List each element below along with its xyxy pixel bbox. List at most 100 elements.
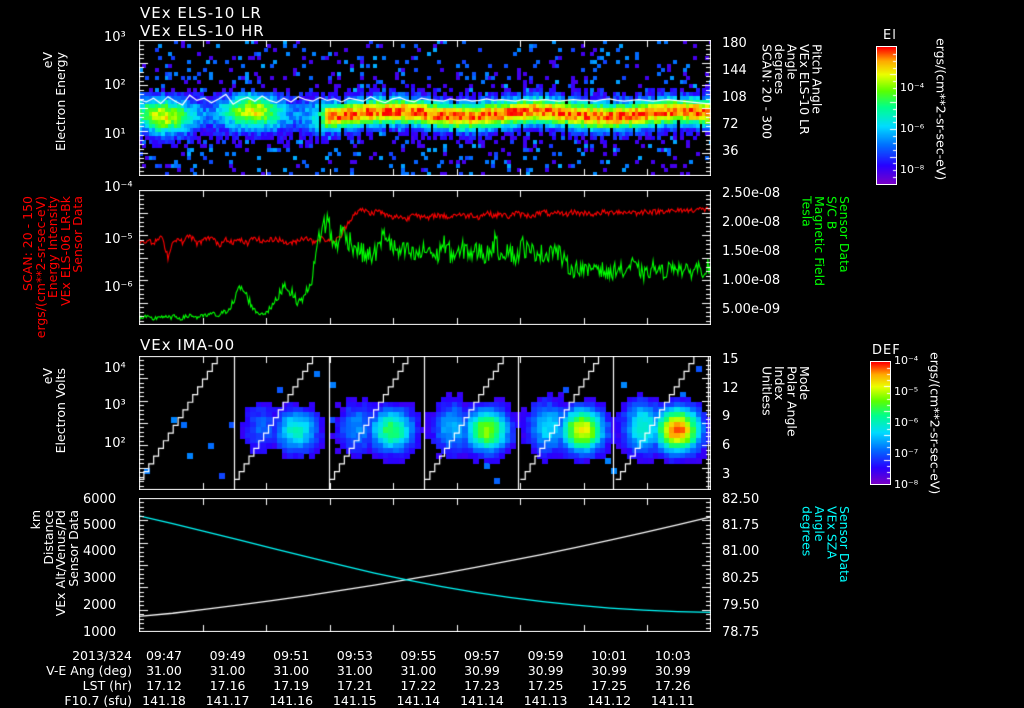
el-colorbar-tick-0: 10⁻⁴ bbox=[900, 81, 925, 94]
panel2-rtick-2: 1.50e-08 bbox=[722, 244, 781, 259]
panel2-right-axis-label-line3: Tesla bbox=[799, 196, 815, 227]
panel4-rtick-5: 78.75 bbox=[722, 625, 760, 640]
panel1-title-line1: VEx ELS-10 LR bbox=[140, 4, 262, 22]
panel1-rtick-3: 72 bbox=[722, 117, 739, 132]
bottom-table-row-label-3: F10.7 (sfu) bbox=[64, 693, 132, 708]
panel3-right-axis-label-line3: Unitless bbox=[759, 366, 775, 416]
panel4-right-axis-label: degrees Angle VEx SZA Sensor Data bbox=[800, 506, 853, 626]
panel2-left-axis-label-line1: VEx ELS-06 LR-Bk bbox=[57, 196, 73, 307]
bottom-table-cell-0-0: 09:47 bbox=[145, 648, 183, 663]
panel2-right-axis-label-line0: Sensor Data bbox=[837, 196, 852, 273]
panel1-rtick-0: 180 bbox=[722, 36, 747, 51]
bottom-table-cell-3-4: 141.14 bbox=[396, 693, 441, 708]
bottom-table-cell-2-4: 17.22 bbox=[400, 678, 437, 693]
bottom-table-cell-2-3: 17.21 bbox=[336, 678, 373, 693]
panel4-right-axis-label-line2: Angle bbox=[812, 506, 827, 542]
panel1-right-axis-label-line4: SCAN: 20 - 300 bbox=[759, 44, 775, 139]
bottom-table-cell-1-5: 30.99 bbox=[464, 663, 500, 678]
bottom-table-cell-0-3: 09:53 bbox=[336, 648, 373, 663]
panel3-ytick-0: 10⁴ bbox=[104, 361, 126, 376]
def-colorbar-tick-4: 10⁻⁸ bbox=[894, 478, 919, 491]
panel2-ytick-2: 10⁻⁶ bbox=[104, 280, 133, 295]
panel3-right-axis-label: Unitless Index Polar Angle Mode bbox=[759, 366, 813, 486]
panel4-ytick-4: 2000 bbox=[83, 598, 117, 613]
bottom-table-cell-3-3: 141.15 bbox=[332, 693, 377, 708]
bottom-table-cell-0-7: 10:01 bbox=[591, 648, 628, 663]
def-colorbar-title: DEF bbox=[872, 343, 901, 358]
bottom-table-cell-1-2: 31.00 bbox=[273, 663, 310, 678]
def-colorbar-tick-2: 10⁻⁶ bbox=[894, 416, 919, 429]
panel4-right-axis-label-line0: Sensor Data bbox=[837, 506, 852, 583]
panel3-rtick-4: 3 bbox=[722, 467, 731, 482]
panel4-rtick-0: 82.50 bbox=[722, 492, 760, 507]
panel3-ytick-1: 10³ bbox=[104, 398, 126, 413]
panel2-left-axis-label-line2: Energy Intensity bbox=[45, 196, 60, 299]
panel4-right-axis-label-line1: VEx SZA bbox=[824, 506, 840, 559]
bottom-table-cell-2-5: 17.23 bbox=[464, 678, 500, 693]
panel1-rtick-2: 108 bbox=[722, 90, 747, 105]
panel4-left-axis-label-line0: Sensor Data bbox=[65, 510, 81, 587]
panel3-ytick-2: 10² bbox=[104, 436, 126, 451]
def-colorbar-tick-3: 10⁻⁷ bbox=[894, 447, 919, 460]
panel4-ytick-5: 1000 bbox=[83, 625, 117, 640]
panel4-left-axis-label-line2: Distance bbox=[40, 510, 56, 565]
panel1-left-axis-label-line1: eV bbox=[40, 52, 55, 69]
def-colorbar-unit-label: ergs/(cm**2-sr-sec-eV) bbox=[927, 352, 943, 495]
el-colorbar-gradient bbox=[876, 46, 897, 185]
panel2-ytick-0: 10⁻⁴ bbox=[104, 180, 133, 195]
panel2-left-axis-label-line3: ergs/(cm**2-sr-sec-eV) bbox=[32, 196, 48, 339]
bottom-table-cell-2-2: 17.19 bbox=[273, 678, 310, 693]
panel4-ytick-3: 3000 bbox=[83, 571, 117, 586]
panel4-rtick-2: 81.00 bbox=[722, 544, 760, 559]
bottom-table-cell-1-0: 31.00 bbox=[146, 663, 182, 678]
panel4-ytick-1: 5000 bbox=[83, 518, 117, 533]
panel1-plot-area[interactable] bbox=[139, 40, 711, 176]
el-colorbar-tick-2: 10⁻⁸ bbox=[900, 163, 925, 176]
panel1-title-line2: VEx ELS-10 HR bbox=[140, 22, 265, 40]
bottom-table-cell-1-4: 31.00 bbox=[400, 663, 437, 678]
bottom-table-cell-2-8: 17.26 bbox=[654, 678, 691, 693]
def-colorbar-unit-text: ergs/(cm**2-sr-sec-eV) bbox=[927, 352, 943, 495]
panel1-ytick-2: 10¹ bbox=[104, 127, 126, 142]
panel4-left-axis-label: Sensor Data VEx Alt/Venus/Pd Distance km bbox=[28, 510, 81, 630]
panel4-plot-area[interactable] bbox=[139, 498, 711, 632]
panel2-rtick-3: 1.00e-08 bbox=[722, 273, 781, 288]
panel4-rtick-1: 81.75 bbox=[722, 518, 760, 533]
panel1-right-axis-label: SCAN: 20 - 300 degrees Angle VEx ELS-10 … bbox=[759, 44, 825, 174]
bottom-table-cell-3-0: 141.18 bbox=[142, 693, 186, 708]
panel4-rtick-4: 79.50 bbox=[722, 598, 760, 613]
panel2-plot-area[interactable] bbox=[139, 190, 711, 325]
panel2-left-axis-label: Sensor Data VEx ELS-06 LR-Bk Energy Inte… bbox=[20, 196, 85, 338]
panel4-ytick-2: 4000 bbox=[83, 544, 117, 559]
panel3-rtick-3: 6 bbox=[722, 438, 731, 453]
panel3-left-axis-label-line0: Electron Volts bbox=[52, 368, 68, 454]
panel3-rtick-0: 15 bbox=[722, 352, 739, 367]
bottom-table-cell-2-6: 17.25 bbox=[527, 678, 564, 693]
panel1-right-axis-label-line3: degrees bbox=[772, 44, 787, 95]
el-colorbar-title: El bbox=[883, 28, 897, 43]
panel2-left-axis-label-line4: SCAN: 20 - 150 bbox=[20, 196, 35, 291]
panel2-rtick-0: 2.50e-08 bbox=[722, 186, 781, 201]
panel1-rtick-4: 36 bbox=[722, 144, 739, 159]
panel1-ytick-0: 10³ bbox=[104, 30, 126, 45]
bottom-table-cell-1-3: 31.00 bbox=[336, 663, 373, 678]
el-colorbar-tick-1: 10⁻⁶ bbox=[900, 122, 925, 135]
panel1-ytick-1: 10² bbox=[104, 78, 126, 93]
bottom-table-cell-3-1: 141.17 bbox=[205, 693, 250, 708]
bottom-table-cell-0-4: 09:55 bbox=[400, 648, 437, 663]
el-colorbar-unit-text: ergs/(cm**2-sr-sec-eV) bbox=[933, 38, 949, 181]
bottom-table-cell-1-7: 30.99 bbox=[591, 663, 628, 678]
panel2-rtick-4: 5.00e-09 bbox=[722, 302, 781, 317]
panel3-plot-area[interactable] bbox=[139, 356, 711, 490]
bottom-table-cell-3-7: 141.12 bbox=[587, 693, 632, 708]
panel3-right-axis-label-line2: Index bbox=[772, 366, 787, 401]
bottom-table-cell-1-1: 31.00 bbox=[209, 663, 246, 678]
panel4-left-axis-label-line1: VEx Alt/Venus/Pd bbox=[53, 510, 68, 617]
def-colorbar-tick-1: 10⁻⁵ bbox=[894, 385, 919, 398]
panel3-right-axis-label-line1: Polar Angle bbox=[784, 366, 800, 437]
panel1-right-axis-label-line2: Angle bbox=[784, 44, 800, 80]
bottom-table-cell-2-1: 17.16 bbox=[209, 678, 246, 693]
el-colorbar-unit-label: ergs/(cm**2-sr-sec-eV) bbox=[933, 38, 949, 181]
panel2-right-axis-label-line2: Magnetic Field bbox=[812, 196, 827, 287]
bottom-table-cell-1-6: 30.99 bbox=[527, 663, 564, 678]
